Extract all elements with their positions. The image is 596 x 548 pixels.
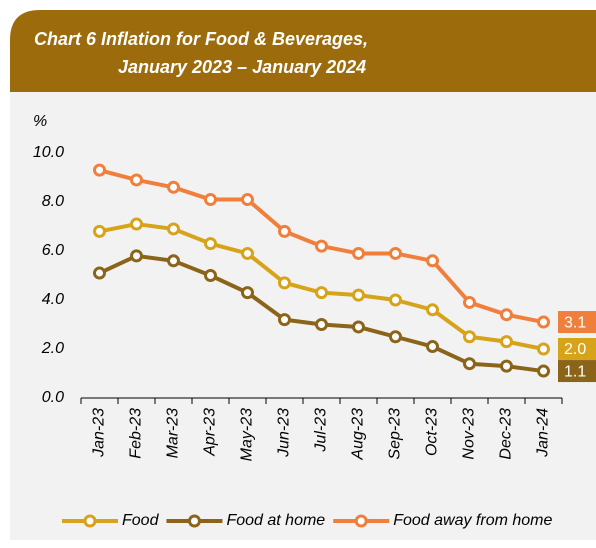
x-tick-label: May-23	[239, 408, 256, 461]
data-point	[278, 224, 291, 238]
x-tick-label: Apr-23	[202, 408, 219, 457]
data-point	[537, 315, 550, 329]
x-tick-label: Sep-23	[387, 408, 404, 460]
data-point	[500, 308, 513, 322]
x-tick-label: Dec-23	[498, 408, 515, 460]
y-tick-label: 10.0	[33, 144, 64, 161]
data-point	[130, 173, 143, 187]
data-point	[241, 246, 254, 260]
data-point	[426, 340, 439, 354]
data-point	[278, 313, 291, 327]
legend-label: Food away from home	[393, 512, 552, 529]
end-label: 3.1	[564, 314, 586, 331]
legend-marker	[83, 514, 97, 528]
x-tick-label: Nov-23	[461, 408, 478, 460]
data-point	[500, 359, 513, 373]
x-tick-label: Mar-23	[165, 408, 182, 458]
data-point	[241, 193, 254, 207]
data-point	[537, 342, 550, 356]
data-point	[167, 254, 180, 268]
data-point	[93, 163, 106, 177]
legend-marker	[354, 514, 368, 528]
data-point	[315, 318, 328, 331]
chart-subtitle: January 2023 – January 2024	[118, 57, 366, 77]
y-axis-label: %	[33, 113, 47, 130]
y-tick-label: 6.0	[42, 242, 64, 259]
plot-background	[10, 92, 596, 540]
data-point	[315, 239, 328, 253]
x-tick-label: Feb-23	[128, 408, 145, 459]
end-label-box	[558, 338, 596, 360]
data-point	[204, 193, 217, 207]
y-tick-label: 8.0	[42, 193, 64, 210]
data-point	[463, 357, 476, 371]
legend-label: Food at home	[226, 512, 325, 529]
data-point	[537, 364, 550, 378]
header-band	[10, 10, 596, 92]
data-point	[204, 237, 217, 251]
end-label: 2.0	[564, 341, 586, 358]
data-point	[463, 330, 476, 344]
x-tick-label: Oct-23	[424, 408, 441, 456]
y-tick-label: 4.0	[42, 291, 64, 308]
data-point	[389, 330, 402, 344]
data-point	[278, 276, 291, 290]
data-point	[500, 335, 513, 349]
end-label: 1.1	[564, 363, 586, 380]
x-tick-label: Jul-23	[313, 408, 330, 453]
data-point	[352, 246, 365, 260]
x-tick-label: Jun-23	[276, 408, 293, 458]
end-label-box	[558, 360, 596, 383]
data-point	[463, 295, 476, 309]
data-point	[93, 224, 106, 238]
data-point	[241, 286, 254, 300]
x-tick-label: Jan-24	[535, 408, 552, 458]
data-point	[130, 217, 143, 231]
legend-marker	[187, 514, 201, 528]
data-point	[130, 249, 143, 263]
data-point	[426, 303, 439, 317]
data-point	[352, 320, 365, 334]
data-point	[167, 180, 180, 194]
data-point	[352, 288, 365, 302]
data-point	[389, 293, 402, 307]
data-point	[167, 222, 180, 236]
data-point	[93, 266, 106, 280]
data-point	[426, 254, 439, 268]
y-tick-label: 2.0	[41, 340, 64, 357]
chart-title: Chart 6 Inflation for Food & Beverages,	[34, 29, 368, 49]
end-label-box	[558, 311, 596, 334]
data-point	[204, 269, 217, 282]
data-point	[315, 286, 328, 300]
x-tick-label: Jan-23	[91, 408, 108, 458]
x-tick-label: Aug-23	[350, 408, 367, 461]
legend-label: Food	[122, 512, 160, 529]
data-point	[389, 246, 402, 260]
y-tick-label: 0.0	[42, 389, 64, 406]
